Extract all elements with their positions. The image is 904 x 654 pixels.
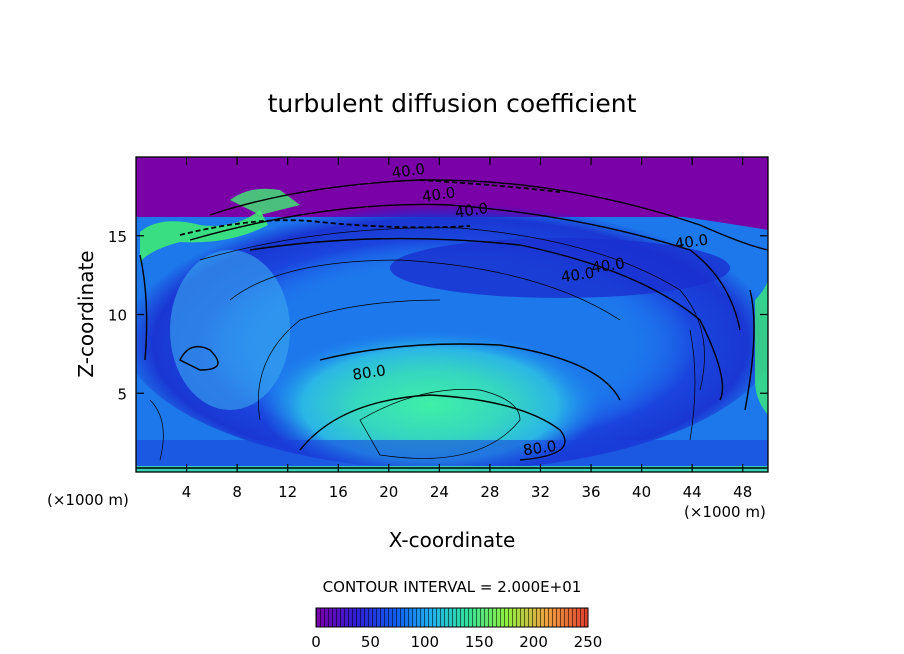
colorbar-frame [315, 607, 589, 628]
x-tick-label: 44 [683, 483, 702, 501]
contour-label: 40.0 [391, 160, 427, 182]
contour-label: 40.0 [454, 199, 490, 221]
x-tick-label: 12 [278, 483, 297, 501]
contour-label: 40.0 [421, 183, 457, 205]
heatmap-field [136, 157, 768, 472]
contour-interval-text: CONTOUR INTERVAL = 2.000E+01 [323, 578, 582, 596]
x-tick-label: 24 [430, 483, 449, 501]
x-axis-label: X-coordinate [389, 528, 516, 552]
y-tick-label: 15 [108, 228, 127, 246]
chart-title: turbulent diffusion coefficient [268, 89, 637, 118]
x-tick-label: 20 [379, 483, 398, 501]
x-tick-label: 36 [581, 483, 600, 501]
x-unit-label-left: (×1000 m) [47, 491, 129, 509]
x-tick-label: 8 [232, 483, 242, 501]
y-axis-ticks: 5 10 15 [108, 228, 768, 403]
x-tick-label: 48 [733, 483, 752, 501]
colorbar-hatching [316, 608, 588, 627]
contour-labels: 40.040.040.040.040.040.080.080.0 [351, 160, 709, 460]
x-tick-label: 4 [182, 483, 192, 501]
colorbar-tick-label: 250 [574, 633, 603, 651]
x-tick-label: 40 [632, 483, 651, 501]
contour-label: 40.0 [590, 254, 626, 276]
x-unit-label-right: (×1000 m) [684, 503, 766, 521]
x-tick-label: 28 [480, 483, 499, 501]
contour-label: 80.0 [351, 361, 387, 383]
colorbar-tick-label: 100 [410, 633, 439, 651]
x-axis-ticks: 4 8 12 16 20 24 28 32 36 40 44 48 [182, 157, 752, 501]
colorbar-tick-label: 200 [519, 633, 548, 651]
y-tick-label: 5 [117, 385, 127, 403]
colorbar-ticks: 0 50 100 150 200 250 [311, 633, 602, 651]
colorbar-tick-label: 0 [311, 633, 321, 651]
colorbar-tick-label: 50 [361, 633, 380, 651]
x-tick-label: 16 [329, 483, 348, 501]
x-tick-label: 32 [531, 483, 550, 501]
y-tick-label: 10 [108, 307, 127, 325]
colorbar-tick-label: 150 [465, 633, 494, 651]
colorbar [315, 607, 589, 628]
y-axis-label: Z-coordinate [74, 250, 98, 377]
contour-label: 40.0 [560, 264, 596, 286]
contour-label: 80.0 [522, 437, 558, 459]
contour-label: 40.0 [674, 231, 710, 253]
